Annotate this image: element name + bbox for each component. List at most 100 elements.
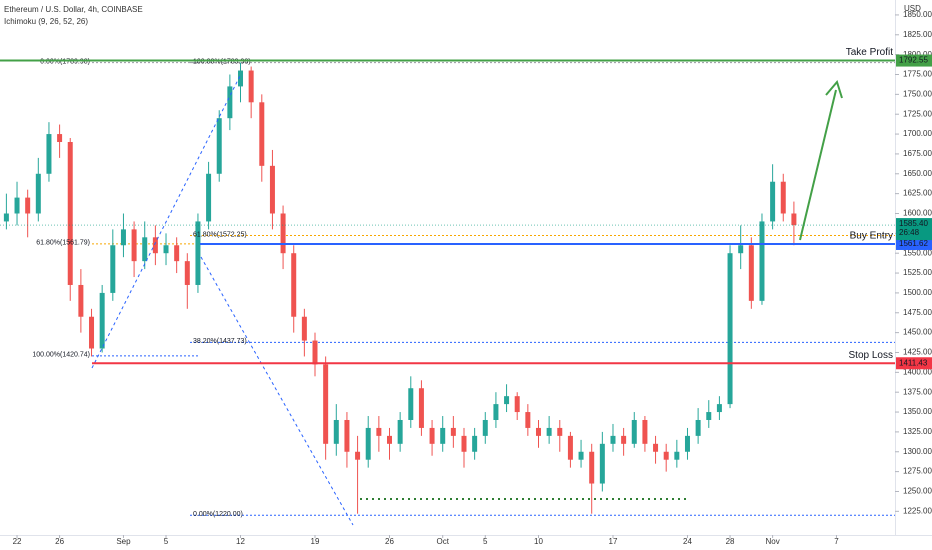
candle-body	[291, 253, 297, 317]
candle-body	[759, 221, 765, 301]
y-tick-label: 1625.00	[903, 189, 932, 198]
y-tick-label: 1500.00	[903, 288, 932, 297]
candle-body	[387, 435, 393, 444]
candle-body	[365, 427, 371, 460]
candle-body	[280, 213, 286, 254]
last-price-label: 1585.40	[899, 219, 928, 228]
candle-body	[450, 427, 456, 436]
y-tick-label: 1525.00	[903, 268, 932, 277]
candle-body	[663, 451, 669, 460]
y-tick-label: 1725.00	[903, 109, 932, 118]
y-tick-label: 1425.00	[903, 348, 932, 357]
candle-body	[206, 173, 212, 222]
price-tag-label: 1411.43	[899, 358, 928, 367]
candle-body	[131, 229, 137, 262]
x-tick-label: 28	[726, 537, 735, 546]
candle-body	[323, 364, 329, 444]
candle-body	[674, 451, 680, 460]
price-tag-label: 1792.55	[899, 56, 928, 65]
candle-body	[578, 451, 584, 460]
plot-area	[3, 62, 895, 516]
x-tick-label: 19	[311, 537, 320, 546]
candle-body	[780, 181, 786, 214]
price-tag	[896, 54, 932, 67]
candle-body	[152, 237, 158, 254]
x-tick-label: 5	[483, 537, 488, 546]
y-tick-label: 1800.00	[903, 50, 932, 59]
candle-body	[57, 134, 63, 143]
candle-body	[567, 435, 573, 460]
price-tag-label: 1561.62	[899, 239, 928, 248]
y-tick-label: 1250.00	[903, 487, 932, 496]
indicator-label: Ichimoku (9, 26, 52, 26)	[4, 17, 88, 26]
candle-body	[482, 419, 488, 436]
candle-body	[727, 253, 733, 405]
arrow-shaft	[799, 89, 837, 241]
candle-body	[770, 181, 776, 222]
candle-body	[248, 70, 254, 103]
x-tick-label: 24	[683, 537, 692, 546]
candle-body	[14, 197, 20, 214]
x-tick-label: Oct	[436, 537, 449, 546]
candle-body	[184, 261, 190, 285]
y-tick-label: 1775.00	[903, 70, 932, 79]
fib-label: 61.80%(1572.25)	[193, 231, 247, 238]
candle-body	[791, 213, 797, 226]
candle-body	[461, 435, 467, 452]
y-tick-label: 1450.00	[903, 328, 932, 337]
candle-body	[269, 165, 275, 214]
candle-body	[418, 388, 424, 428]
candle-body	[589, 451, 595, 484]
candle-body	[599, 443, 605, 484]
y-tick-label: 1675.00	[903, 149, 932, 158]
y-tick-label: 1275.00	[903, 467, 932, 476]
x-tick-label: 5	[164, 537, 169, 546]
last-price-tag	[896, 218, 932, 241]
candle-body	[610, 435, 616, 444]
candle-body	[238, 70, 244, 87]
candle-body	[89, 316, 95, 349]
x-tick-label: 26	[385, 537, 394, 546]
chart-title: Ethereum / U.S. Dollar, 4h, COINBASE	[4, 5, 143, 14]
fib-label: 100.00%(1420.74)	[32, 352, 90, 359]
fib-label: 100.00%(1789.98)	[193, 58, 251, 65]
candle-body	[259, 102, 265, 166]
currency-label: USD	[904, 4, 921, 13]
level-label: Buy Entry	[850, 231, 893, 242]
candle-body	[429, 427, 435, 444]
candle-body	[99, 292, 105, 349]
candle-body	[642, 419, 648, 444]
y-tick-label: 1475.00	[903, 308, 932, 317]
candle-body	[748, 245, 754, 301]
candle-body	[312, 340, 318, 365]
candle-body	[333, 419, 339, 444]
y-tick-label: 1550.00	[903, 248, 932, 257]
level-label: Take Profit	[846, 47, 893, 58]
y-tick-label: 1650.00	[903, 169, 932, 178]
candle-body	[621, 435, 627, 444]
countdown-label: 26:48	[899, 228, 920, 237]
x-tick-label: 17	[609, 537, 618, 546]
candle-body	[3, 213, 9, 222]
candle-body	[397, 419, 403, 444]
candle-body	[535, 427, 541, 436]
candle-body	[195, 221, 201, 285]
y-tick-label: 1225.00	[903, 506, 932, 515]
fib-label: 0.00%(1789.98)	[40, 58, 90, 65]
candle-body	[472, 435, 478, 452]
candle-body	[67, 142, 73, 285]
candle-body	[216, 118, 222, 174]
candle-body	[376, 427, 382, 436]
candle-body	[78, 284, 84, 317]
x-tick-label: 22	[13, 537, 22, 546]
candle-body	[695, 419, 701, 436]
price-tag	[896, 357, 932, 370]
fib-label: 0.00%(1220.00)	[193, 511, 243, 518]
y-tick-label: 1600.00	[903, 209, 932, 218]
y-tick-label: 1700.00	[903, 129, 932, 138]
y-tick-label: 1825.00	[903, 30, 932, 39]
candle-body	[525, 412, 531, 428]
candle-body	[716, 404, 722, 413]
fib-trend-line	[91, 75, 241, 369]
